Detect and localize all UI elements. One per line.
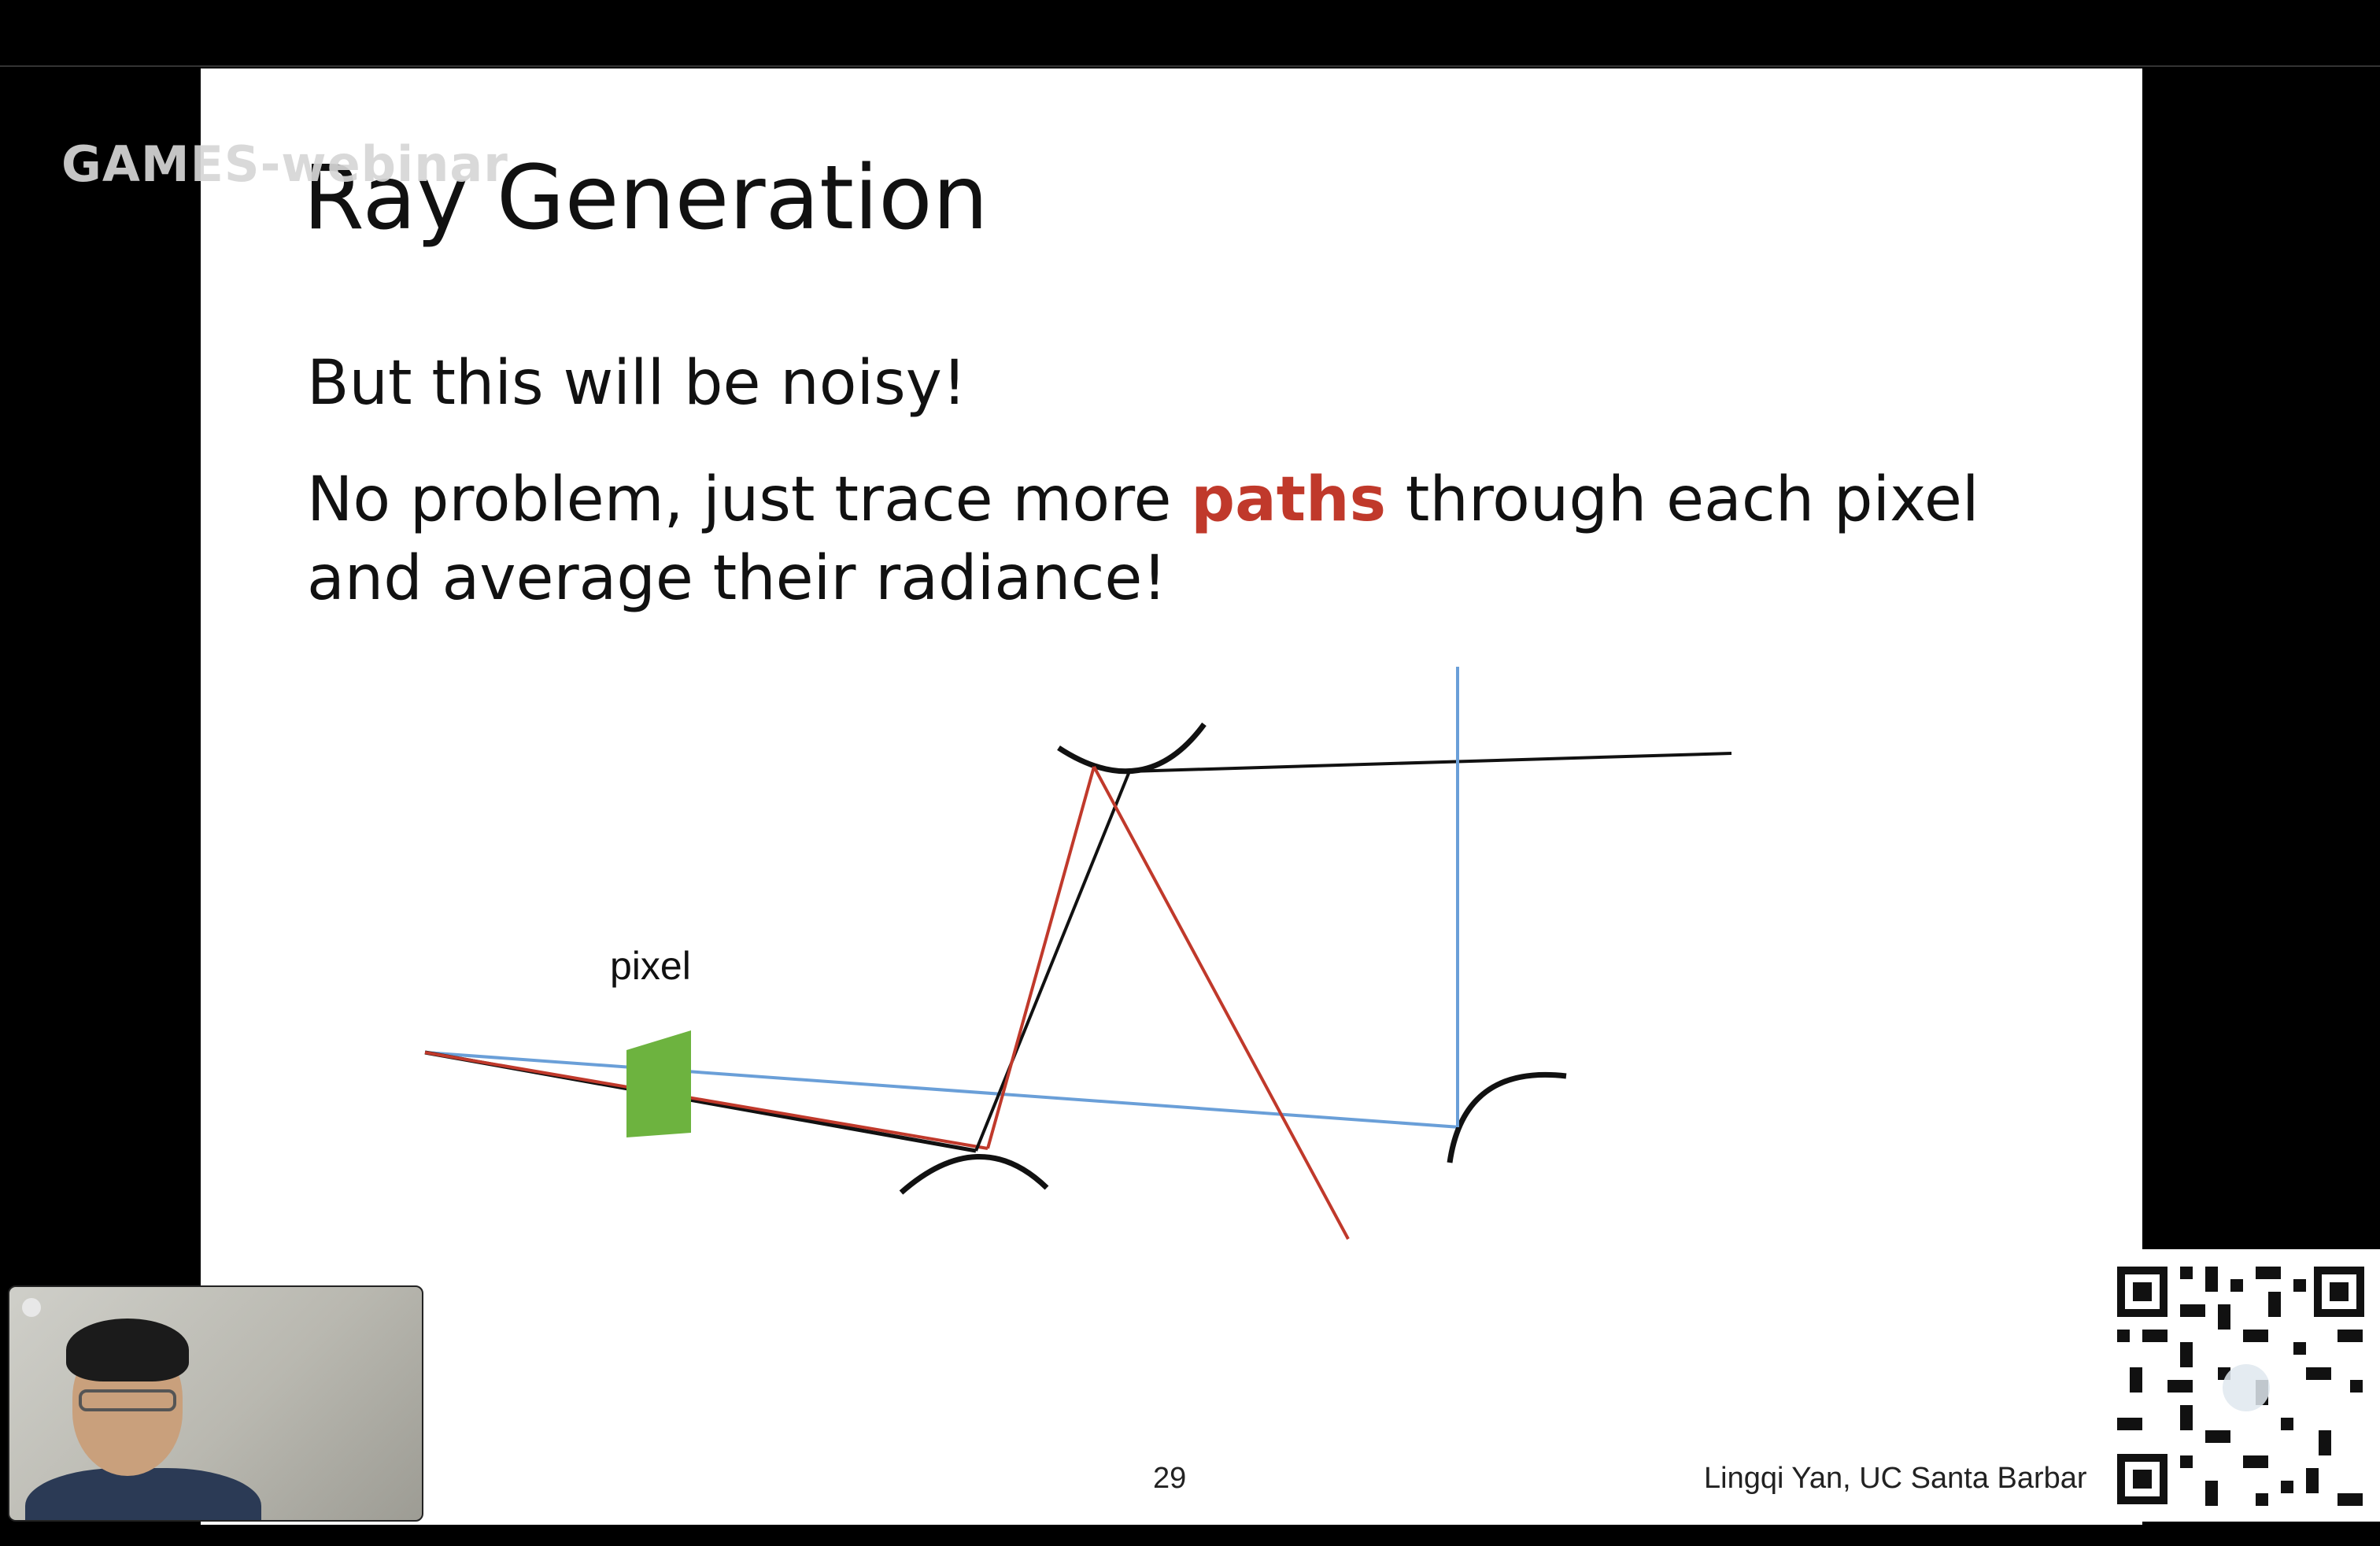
pixel-square xyxy=(626,1030,691,1137)
qr-code xyxy=(2101,1249,2380,1522)
presenter-glasses xyxy=(79,1389,176,1411)
presenter-body xyxy=(25,1468,261,1520)
black-path-segment-2 xyxy=(1129,752,1732,773)
camera-ray-red xyxy=(424,1051,989,1150)
webcam-video[interactable] xyxy=(8,1285,423,1522)
camera-ray-blue xyxy=(424,1051,1461,1129)
red-path-segment-2 xyxy=(1092,766,1350,1240)
line2-text-before: No problem, just trace more xyxy=(307,464,1192,535)
ray-diagram: pixel xyxy=(424,667,1732,1240)
channel-watermark: GAMES-webinar xyxy=(61,135,508,193)
surface-arc-top xyxy=(1057,722,1207,775)
surface-arc-bottom xyxy=(899,1154,1049,1195)
red-path-segment-1 xyxy=(986,766,1096,1149)
slide-text-line-2: No problem, just trace more paths throug… xyxy=(307,460,2070,618)
line2-text-after: through each pixel and average their rad… xyxy=(307,464,1979,614)
slide-text-line-1: But this will be noisy! xyxy=(307,348,967,419)
black-path-segment-1 xyxy=(974,771,1131,1152)
screen-top-divider xyxy=(0,65,2380,67)
slide: Ray Generation But this will be noisy! N… xyxy=(201,68,2142,1525)
surface-arc-right xyxy=(1447,1071,1567,1163)
slide-credit: Lingqi Yan, UC Santa Barbar xyxy=(1704,1462,2087,1495)
pixel-label: pixel xyxy=(610,944,691,988)
highlight-word: paths xyxy=(1191,464,1386,535)
page-number: 29 xyxy=(1153,1462,1187,1495)
qr-code-icon xyxy=(2101,1249,2380,1522)
slide-title: Ray Generation xyxy=(303,147,989,250)
camera-indicator-icon xyxy=(22,1298,41,1317)
presenter-hair xyxy=(66,1319,189,1381)
